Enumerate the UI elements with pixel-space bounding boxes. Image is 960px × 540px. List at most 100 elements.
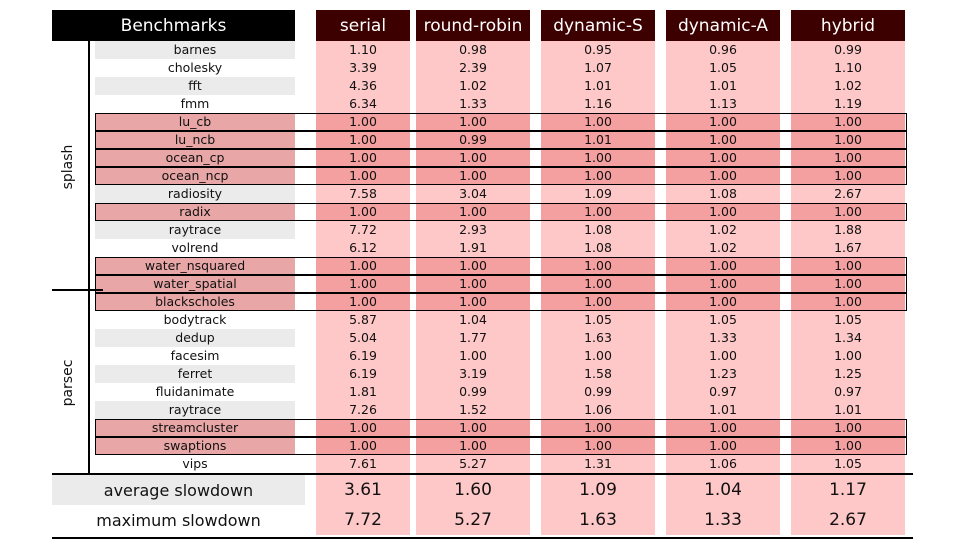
value-cell: 5.27 [416, 455, 530, 473]
value-cell: 1.00 [791, 275, 905, 293]
summary-bottom-rule [52, 537, 913, 539]
benchmark-name: volrend [95, 239, 295, 257]
value-cell: 1.00 [666, 149, 780, 167]
value-cell: 1.00 [791, 149, 905, 167]
value-cell: 1.33 [666, 329, 780, 347]
summary-value: 1.33 [666, 505, 780, 535]
value-cell: 5.04 [316, 329, 410, 347]
value-cell: 7.26 [316, 401, 410, 419]
value-cell: 1.00 [316, 437, 410, 455]
value-cell: 1.00 [416, 275, 530, 293]
value-cell: 2.93 [416, 221, 530, 239]
summary-label: average slowdown [52, 475, 305, 505]
value-cell: 1.00 [791, 347, 905, 365]
benchmark-name: ferret [95, 365, 295, 383]
value-cell: 1.00 [316, 257, 410, 275]
value-cell: 1.91 [416, 239, 530, 257]
value-cell: 1.00 [791, 437, 905, 455]
value-cell: 1.08 [666, 185, 780, 203]
value-cell: 1.02 [791, 77, 905, 95]
value-cell: 1.00 [791, 167, 905, 185]
value-cell: 1.00 [541, 293, 655, 311]
benchmark-name: radiosity [95, 185, 295, 203]
value-cell: 0.99 [416, 383, 530, 401]
value-cell: 1.10 [791, 59, 905, 77]
benchmarks-header: Benchmarks [52, 10, 295, 41]
value-cell: 1.00 [666, 347, 780, 365]
benchmark-name: raytrace [95, 401, 295, 419]
value-cell: 7.58 [316, 185, 410, 203]
value-cell: 1.00 [416, 257, 530, 275]
group-bracket-parsec [88, 293, 90, 473]
value-cell: 0.99 [416, 131, 530, 149]
value-cell: 6.19 [316, 347, 410, 365]
value-cell: 1.00 [416, 293, 530, 311]
value-cell: 1.00 [416, 149, 530, 167]
value-cell: 0.98 [416, 41, 530, 59]
value-cell: 1.00 [666, 131, 780, 149]
value-cell: 1.81 [316, 383, 410, 401]
value-cell: 1.00 [316, 293, 410, 311]
benchmark-name: facesim [95, 347, 295, 365]
value-cell: 1.31 [541, 455, 655, 473]
value-cell: 1.00 [416, 437, 530, 455]
value-cell: 1.08 [541, 221, 655, 239]
value-cell: 1.13 [666, 95, 780, 113]
value-cell: 6.19 [316, 365, 410, 383]
summary-value: 1.04 [666, 475, 780, 505]
value-cell: 1.63 [541, 329, 655, 347]
value-cell: 7.72 [316, 221, 410, 239]
value-cell: 1.01 [541, 77, 655, 95]
benchmark-name: water_spatial [95, 275, 295, 293]
value-cell: 1.00 [541, 203, 655, 221]
value-cell: 4.36 [316, 77, 410, 95]
value-cell: 1.00 [666, 419, 780, 437]
value-cell: 1.67 [791, 239, 905, 257]
value-cell: 1.00 [316, 275, 410, 293]
value-cell: 1.00 [541, 113, 655, 131]
value-cell: 1.04 [416, 311, 530, 329]
column-header-round-robin: round-robin [416, 10, 530, 41]
value-cell: 1.00 [541, 257, 655, 275]
value-cell: 1.05 [666, 59, 780, 77]
summary-value: 5.27 [416, 505, 530, 535]
value-cell: 3.19 [416, 365, 530, 383]
benchmark-name: fluidanimate [95, 383, 295, 401]
group-label-parsec: parsec [60, 359, 76, 407]
value-cell: 1.10 [316, 41, 410, 59]
benchmark-name: cholesky [95, 59, 295, 77]
summary-value: 1.60 [416, 475, 530, 505]
summary-value: 1.09 [541, 475, 655, 505]
summary-value: 1.17 [791, 475, 905, 505]
value-cell: 1.88 [791, 221, 905, 239]
value-cell: 1.00 [666, 167, 780, 185]
benchmark-name: swaptions [95, 437, 295, 455]
benchmark-name: streamcluster [95, 419, 295, 437]
value-cell: 6.12 [316, 239, 410, 257]
value-cell: 0.95 [541, 41, 655, 59]
value-cell: 0.99 [791, 41, 905, 59]
value-cell: 1.00 [666, 113, 780, 131]
value-cell: 1.06 [541, 401, 655, 419]
value-cell: 1.05 [791, 311, 905, 329]
value-cell: 1.05 [541, 311, 655, 329]
summary-value: 1.63 [541, 505, 655, 535]
group-bracket-splash [88, 41, 90, 293]
value-cell: 1.00 [791, 203, 905, 221]
value-cell: 1.00 [316, 419, 410, 437]
value-cell: 1.33 [416, 95, 530, 113]
value-cell: 3.39 [316, 59, 410, 77]
benchmark-name: ocean_ncp [95, 167, 295, 185]
value-cell: 1.00 [416, 113, 530, 131]
benchmark-name: blackscholes [95, 293, 295, 311]
value-cell: 1.19 [791, 95, 905, 113]
value-cell: 1.77 [416, 329, 530, 347]
value-cell: 1.00 [416, 203, 530, 221]
value-cell: 1.00 [416, 419, 530, 437]
value-cell: 1.01 [666, 401, 780, 419]
value-cell: 1.34 [791, 329, 905, 347]
value-cell: 1.00 [316, 167, 410, 185]
summary-value: 7.72 [316, 505, 410, 535]
group-label-splash: splash [60, 144, 76, 190]
value-cell: 1.08 [541, 239, 655, 257]
